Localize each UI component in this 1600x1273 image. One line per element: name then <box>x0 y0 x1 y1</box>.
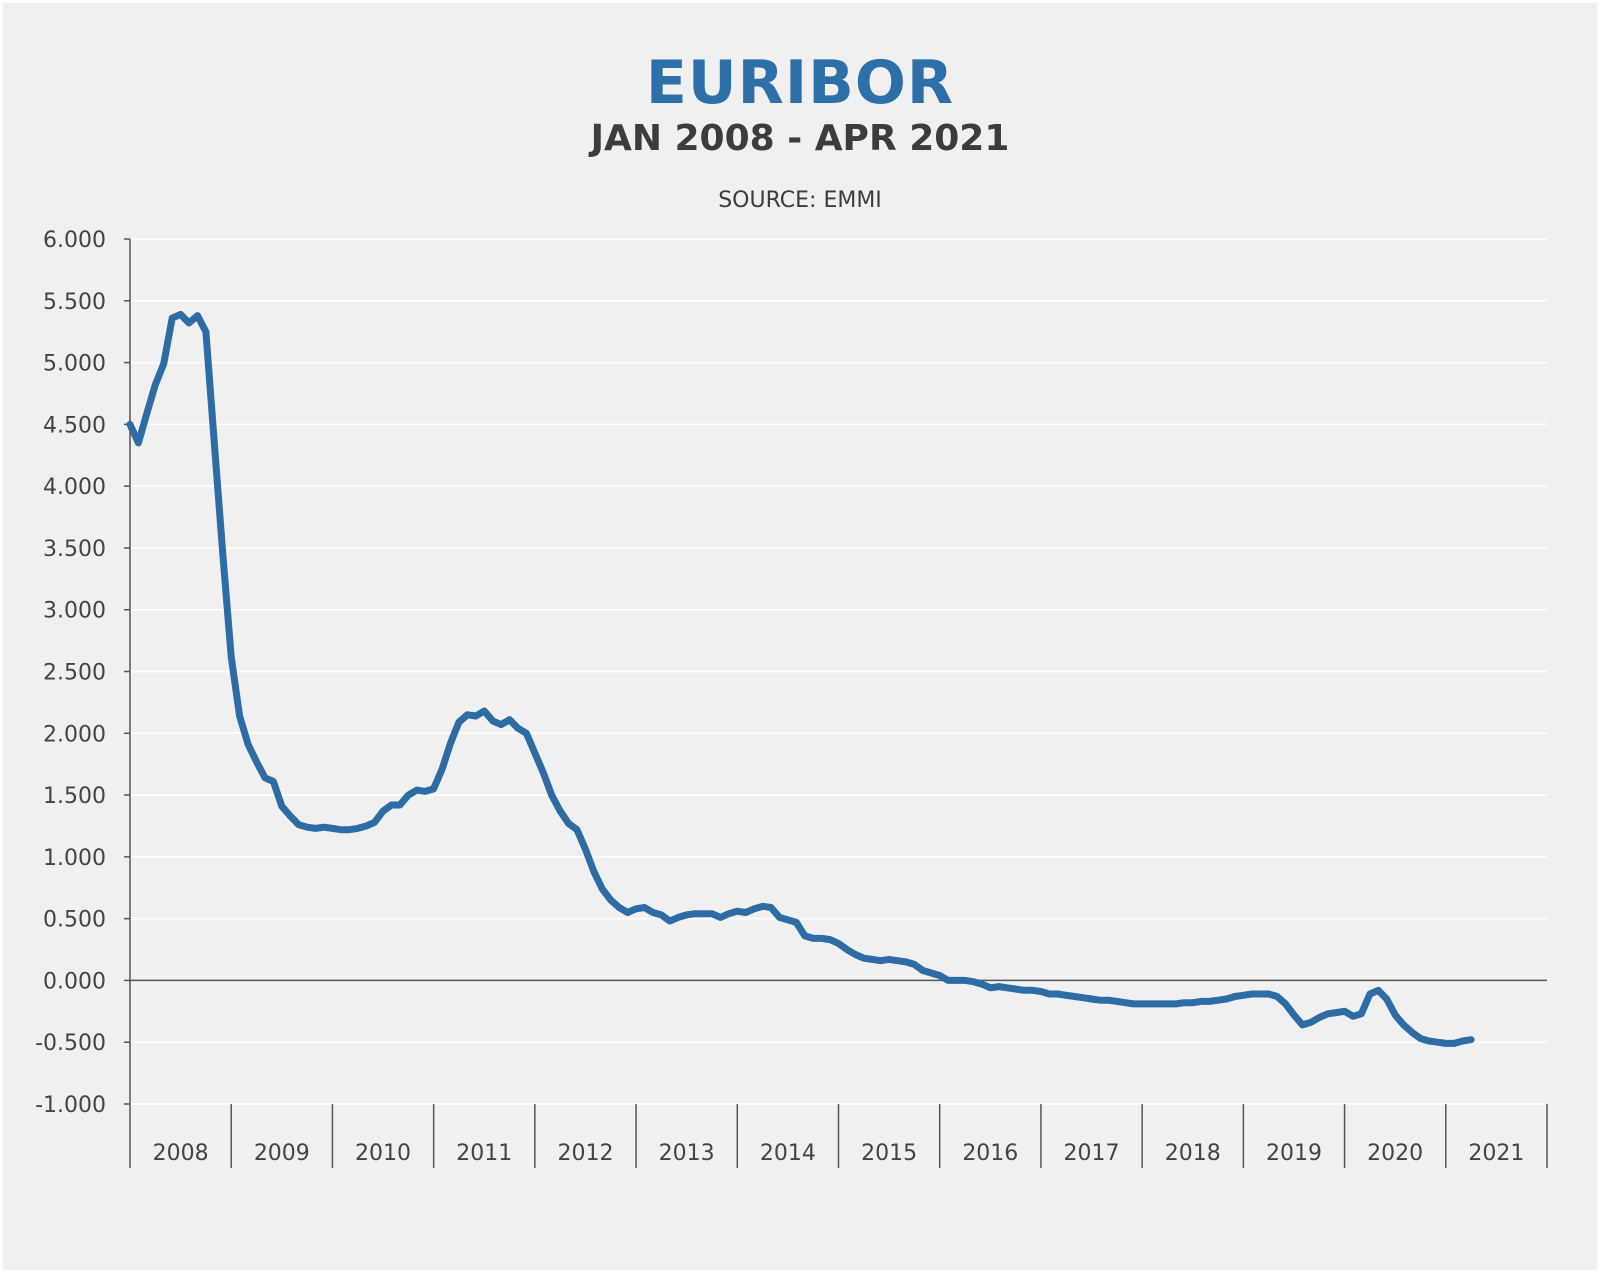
y-axis-tick-labels: 6.000 5.500 5.000 4.500 4.000 3.500 3.000 2.500… <box>35 228 106 1118</box>
x-tick-label: 2009 <box>254 1141 310 1166</box>
x-tick-label: 2013 <box>659 1141 715 1166</box>
series-group <box>126 310 1475 1047</box>
y-tick-label: 2.500 <box>43 661 106 686</box>
x-tick-label: 2016 <box>962 1141 1018 1166</box>
x-tick-label: 2015 <box>861 1141 917 1166</box>
chart-subtitle: JAN 2008 - APR 2021 <box>590 118 1010 159</box>
x-tick-label: 2018 <box>1165 1141 1221 1166</box>
x-tick-label: 2021 <box>1468 1141 1524 1166</box>
y-tick-label: 6.000 <box>43 228 106 253</box>
y-tick-label: 1.000 <box>43 846 106 871</box>
y-tick-label: 5.500 <box>43 290 106 315</box>
y-tick-label: 4.500 <box>43 413 106 438</box>
x-axis: 2008 2009 2010 2011 2012 2013 2014 2015 2016 2017… <box>153 1104 1548 1168</box>
y-tick-label: 1.500 <box>43 784 106 809</box>
y-tick-label: 0.000 <box>43 969 106 994</box>
x-tick-label: 2010 <box>355 1141 411 1166</box>
y-tick-label: -1.000 <box>35 1093 106 1118</box>
y-tick-label: -0.500 <box>35 1031 106 1056</box>
x-tick-label: 2012 <box>557 1141 613 1166</box>
chart-title: EURIBOR <box>645 48 955 118</box>
y-tick-label: 3.000 <box>43 599 106 624</box>
y-tick-label: 3.500 <box>43 537 106 562</box>
x-tick-label: 2020 <box>1367 1141 1423 1166</box>
y-tick-label: 2.000 <box>43 722 106 747</box>
y-tick-label: 5.000 <box>43 352 106 377</box>
x-tick-label: 2019 <box>1266 1141 1322 1166</box>
y-tick-label: 0.500 <box>43 908 106 933</box>
x-tick-label: 2008 <box>153 1141 209 1166</box>
x-tick-label: 2014 <box>760 1141 816 1166</box>
series-line-euribor <box>126 310 1475 1047</box>
chart-card <box>3 3 1597 1270</box>
chart-source: SOURCE: EMMI <box>718 188 882 213</box>
y-tick-label: 4.000 <box>43 475 106 500</box>
x-tick-label: 2017 <box>1064 1141 1120 1166</box>
x-tick-label: 2011 <box>456 1141 512 1166</box>
gridlines <box>124 238 1547 1168</box>
